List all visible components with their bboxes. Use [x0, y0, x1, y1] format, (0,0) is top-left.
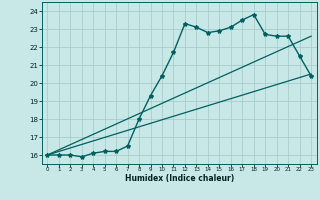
X-axis label: Humidex (Indice chaleur): Humidex (Indice chaleur) [124, 174, 234, 183]
